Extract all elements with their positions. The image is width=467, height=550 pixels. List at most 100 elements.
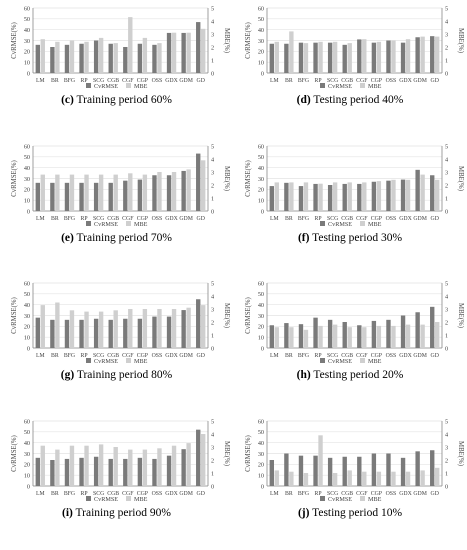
y-tick-label: 50 bbox=[24, 16, 30, 23]
y2-tick-label: 1 bbox=[211, 57, 214, 64]
bar-mbe bbox=[201, 433, 206, 486]
panel-caption: (i) Training period 90% bbox=[0, 505, 233, 521]
x-tick-label: LM bbox=[269, 491, 278, 497]
bar-mbe bbox=[142, 174, 148, 211]
bar-cvrmse bbox=[269, 43, 274, 73]
bar-cvrmse bbox=[35, 457, 40, 486]
bar-mbe bbox=[434, 467, 439, 486]
x-tick-label: LM bbox=[36, 491, 45, 497]
bar-cvrmse bbox=[64, 458, 70, 486]
bar-mbe bbox=[361, 327, 366, 348]
bar-mbe bbox=[157, 43, 162, 73]
panel-caption: (f) Testing period 30% bbox=[234, 230, 467, 246]
bar-mbe bbox=[98, 37, 104, 73]
y2-tick-label: 4 bbox=[445, 18, 448, 25]
y2-tick-label: 3 bbox=[211, 444, 214, 451]
bar-chart: 0 10 20 30 40 50 60 0 1 2 3 4 5 CvRMSE(%) MBE(%) LM BR BF… bbox=[11, 280, 230, 365]
legend-label-cvrmse: CvRMSE bbox=[328, 83, 352, 90]
x-tick-label: SCG bbox=[93, 216, 104, 222]
y-tick-label: 20 bbox=[24, 324, 30, 331]
bar-cvrmse bbox=[64, 44, 70, 73]
bar-cvrmse bbox=[371, 42, 376, 73]
x-tick-label: GD bbox=[430, 491, 438, 497]
y2-tick-label: 3 bbox=[445, 169, 448, 176]
bar-cvrmse bbox=[385, 180, 391, 211]
y-tick-label: 60 bbox=[24, 280, 30, 287]
legend-swatch-cvrmse bbox=[86, 83, 91, 88]
x-tick-label: CGB bbox=[107, 216, 119, 222]
bar-mbe bbox=[347, 469, 352, 486]
bar-mbe bbox=[171, 445, 177, 486]
y2-tick-label: 0 bbox=[445, 345, 448, 352]
bar-cvrmse bbox=[152, 316, 157, 348]
bar-mbe bbox=[201, 28, 206, 73]
legend-swatch-mbe bbox=[126, 358, 131, 363]
x-tick-label: CGP bbox=[137, 353, 148, 359]
bar-cvrmse bbox=[166, 316, 172, 348]
bar-mbe bbox=[40, 305, 45, 348]
bar-mbe bbox=[201, 159, 206, 211]
y-tick-label: 50 bbox=[257, 16, 263, 23]
y2-tick-label: 4 bbox=[211, 431, 214, 438]
y2-tick-label: 5 bbox=[211, 143, 214, 150]
bar-cvrmse bbox=[152, 458, 157, 486]
bar-mbe bbox=[142, 309, 148, 348]
x-tick-label: CGB bbox=[341, 491, 353, 497]
x-tick-label: SCG bbox=[93, 78, 104, 84]
bar-mbe bbox=[186, 32, 191, 73]
bar-mbe bbox=[317, 41, 323, 73]
y2-tick-label: 1 bbox=[211, 195, 214, 202]
y2-axis-label: MBE(%) bbox=[223, 166, 230, 191]
y-axis-label: CvRMSE(%) bbox=[11, 297, 18, 334]
bar-chart: 0 10 20 30 40 50 60 0 1 2 3 4 5 CvRMSE(%) MBE(%) LM BR BF… bbox=[245, 143, 464, 228]
y-axis-label: CvRMSE(%) bbox=[11, 160, 18, 197]
bar-cvrmse bbox=[269, 185, 274, 211]
x-tick-label: GDX bbox=[165, 216, 178, 222]
x-tick-label: LM bbox=[36, 353, 45, 359]
y2-tick-label: 0 bbox=[211, 483, 214, 490]
bar-mbe bbox=[142, 449, 148, 486]
y-tick-label: 60 bbox=[257, 143, 263, 150]
bar-chart: 0 10 20 30 40 50 60 0 1 2 3 4 5 CvRMSE(%) MBE(%) LM BR BF… bbox=[11, 143, 230, 228]
x-tick-label: LM bbox=[36, 216, 45, 222]
y-tick-label: 60 bbox=[257, 418, 263, 425]
bar-cvrmse bbox=[181, 310, 186, 348]
panel-title: Training period 90% bbox=[72, 506, 171, 519]
y2-tick-label: 2 bbox=[445, 182, 448, 189]
x-tick-label: BFG bbox=[297, 78, 308, 84]
x-tick-label: CGP bbox=[137, 78, 148, 84]
chart-panel-6: 0 10 20 30 40 50 60 0 1 2 3 4 5 CvRMSE(%) MBE(%) LM BR BF… bbox=[234, 138, 467, 248]
y-tick-label: 60 bbox=[24, 5, 30, 12]
bar-cvrmse bbox=[371, 453, 376, 486]
x-tick-label: LM bbox=[269, 216, 278, 222]
x-tick-label: CGB bbox=[341, 216, 353, 222]
y2-axis-label: MBE(%) bbox=[223, 303, 230, 328]
x-tick-label: GDM bbox=[179, 491, 193, 497]
y-tick-label: 0 bbox=[27, 345, 30, 352]
y2-tick-label: 1 bbox=[445, 57, 448, 64]
bar-cvrmse bbox=[429, 174, 434, 211]
y2-tick-label: 0 bbox=[211, 70, 214, 77]
bar-cvrmse bbox=[50, 47, 55, 73]
bar-mbe bbox=[69, 174, 75, 211]
panel-letter: (g) bbox=[60, 369, 75, 381]
legend-swatch-cvrmse bbox=[86, 358, 91, 363]
bar-cvrmse bbox=[283, 182, 289, 211]
y2-tick-label: 3 bbox=[211, 306, 214, 313]
y2-tick-label: 2 bbox=[211, 319, 214, 326]
x-tick-label: CGF bbox=[356, 216, 368, 222]
y-tick-label: 40 bbox=[257, 302, 263, 309]
legend-label-cvrmse: CvRMSE bbox=[328, 221, 352, 228]
y2-tick-label: 5 bbox=[445, 280, 448, 287]
bar-mbe bbox=[186, 307, 191, 348]
y2-tick-label: 2 bbox=[211, 44, 214, 51]
y2-tick-label: 5 bbox=[211, 5, 214, 12]
x-tick-label: CGF bbox=[122, 353, 134, 359]
bar-mbe bbox=[40, 445, 45, 486]
y-tick-label: 10 bbox=[257, 334, 263, 341]
bar-mbe bbox=[434, 36, 439, 73]
bar-mbe bbox=[332, 41, 337, 73]
bar-cvrmse bbox=[108, 458, 113, 486]
bar-cvrmse bbox=[342, 322, 347, 348]
bar-cvrmse bbox=[312, 42, 318, 73]
